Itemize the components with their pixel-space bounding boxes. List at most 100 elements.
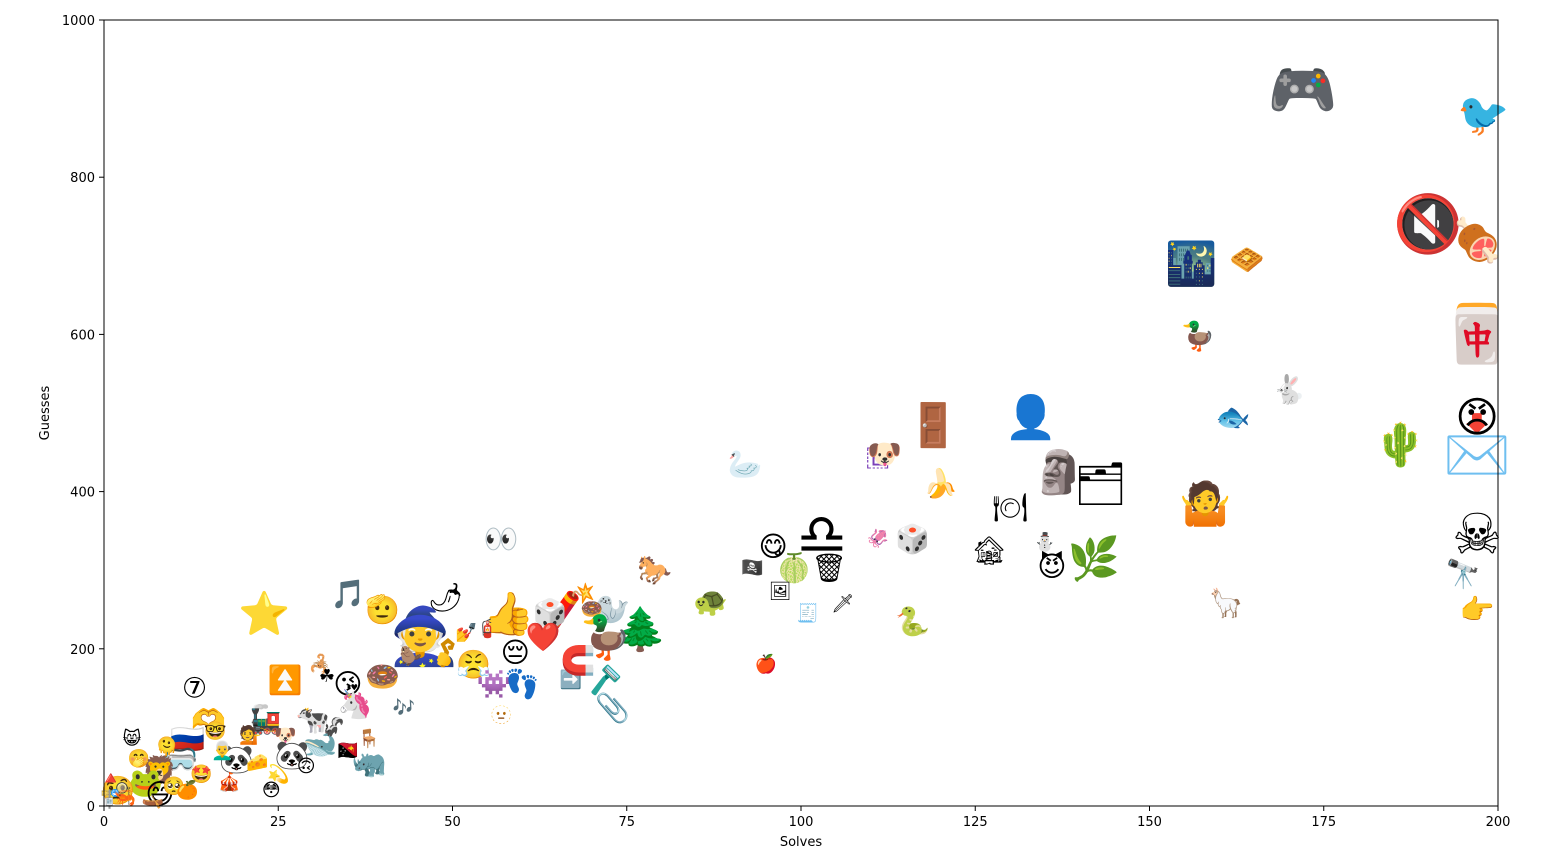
data-point: 🐸	[128, 766, 163, 799]
data-point: 🪑	[358, 728, 380, 750]
plot-background	[104, 20, 1498, 806]
data-point: 🫡	[365, 593, 400, 626]
data-point: 🚪	[907, 400, 959, 449]
data-point: 🗂	[1074, 459, 1127, 508]
x-tick-label: 125	[963, 815, 988, 830]
data-point: ⏫	[268, 664, 303, 697]
data-point: 🔺	[100, 768, 122, 789]
plot-area	[104, 20, 1498, 806]
data-point: 🧲	[561, 644, 596, 677]
data-point: 🍎	[755, 653, 777, 675]
data-point: 🍩	[581, 599, 603, 620]
data-point: ☘	[319, 666, 335, 687]
data-point: ❤️	[526, 621, 561, 654]
data-point: 🍖	[1451, 215, 1503, 267]
data-point: ♎	[797, 502, 847, 567]
y-tick-label: 200	[70, 643, 95, 658]
data-point: 😈	[1037, 550, 1066, 583]
data-point: 🎪	[218, 771, 240, 793]
data-point: 🗡	[831, 594, 854, 615]
data-point: 👤	[1005, 392, 1057, 441]
data-point: 🦄	[337, 687, 372, 720]
data-point: 🌵	[1374, 420, 1426, 469]
data-point: 🎮	[1268, 58, 1338, 123]
data-point: ➡️	[560, 669, 582, 691]
data-point: 🌲	[615, 605, 667, 654]
data-point: 😤	[456, 648, 491, 681]
data-point: 🦆	[580, 613, 632, 663]
x-tick-label: 25	[270, 815, 287, 830]
data-point: 🎵	[330, 577, 365, 610]
data-point: 🌃	[1165, 239, 1217, 288]
data-point: 👾	[477, 668, 512, 701]
data-point: 🔭	[1446, 558, 1481, 591]
data-point: ☠	[1452, 502, 1502, 567]
data-point: 💅	[455, 623, 477, 644]
data-point: 🫥	[490, 705, 512, 726]
data-point: 🧙	[390, 605, 460, 670]
data-point: 🐶	[867, 437, 902, 470]
data-point: 🤓	[204, 721, 226, 742]
y-axis-label: Guesses	[38, 385, 53, 440]
data-point: 🐢	[693, 585, 728, 618]
data-point: 📩	[1442, 412, 1512, 477]
data-point: 🦨	[323, 716, 345, 738]
data-point: 👉	[1460, 593, 1495, 626]
data-point: ⑦	[182, 672, 207, 705]
data-point: 🎲	[895, 522, 930, 555]
data-point: 🦆	[1181, 320, 1216, 353]
data-point: 📎	[595, 690, 630, 724]
x-tick-label: 75	[618, 815, 635, 830]
data-point: 🙃	[297, 756, 316, 777]
data-point: 🦙	[1209, 587, 1244, 620]
data-point: 🐼	[219, 742, 254, 775]
data-point: 👀	[484, 522, 519, 555]
data-point: 🦭	[595, 593, 630, 626]
data-point: 😸	[123, 728, 142, 750]
data-point: 🍽	[992, 491, 1028, 524]
data-point: 🍩	[365, 660, 400, 693]
data-point: 😳	[262, 780, 281, 801]
x-axis-label: Solves	[780, 835, 823, 850]
data-point: 🐍	[895, 605, 930, 638]
data-point: 🐄	[296, 703, 331, 736]
x-tick-label: 150	[1137, 815, 1162, 830]
data-point: 🎶	[392, 697, 414, 718]
data-point: 🦁	[142, 754, 177, 787]
x-tick-label: 0	[100, 815, 108, 830]
data-point: 🎲	[533, 597, 568, 630]
data-point: 🏴‍☠️	[741, 556, 763, 578]
y-tick-label: 1000	[62, 14, 95, 29]
data-point: 🐦	[1457, 90, 1509, 139]
x-tick-label: 175	[1311, 815, 1336, 830]
data-point: 🔇	[1393, 192, 1463, 257]
data-point: 🪒	[588, 664, 623, 697]
data-point: 🐟	[1216, 400, 1251, 433]
data-point: 🐶	[274, 725, 296, 746]
data-point: 🤷	[1179, 478, 1231, 528]
data-point: 🇷🇺	[170, 723, 205, 756]
data-point: 👨‍🦳	[211, 740, 233, 762]
data-point: 🗑	[811, 551, 847, 584]
y-tick-label: 800	[70, 171, 95, 186]
data-point: 😅	[145, 778, 174, 811]
data-point: 🐎	[637, 554, 672, 587]
points-layer: 🎮 🐦🔇🍖🌃 🧇🀄🦆🐇🐟🌵 📩😠🤷 ☠🔭👉🦙👤🚪🇪🐶🦢 🗿🗂🍌🍽♎ 🎲🦑😋🗑🍈🏴‍☠️🖼🏚 ⛄…	[99, 58, 1512, 811]
data-point: 🫠	[155, 735, 177, 758]
data-point: 🇪	[865, 440, 890, 473]
data-point: 🦏	[351, 746, 386, 779]
data-point: 🧇	[1230, 243, 1265, 276]
data-point: 🦫	[399, 645, 421, 667]
x-axis: 0 25 50 75 100 125 150 175 200	[100, 806, 1510, 830]
data-point: 🚏	[99, 788, 121, 810]
data-point: 🧐	[100, 774, 135, 807]
y-tick-label: 600	[70, 328, 95, 343]
data-point: 🍊	[176, 779, 200, 801]
data-point: 🇵🇬	[337, 740, 359, 762]
data-point: 🦐	[114, 788, 136, 809]
data-point: 💫	[267, 763, 289, 786]
data-point: 🥺	[162, 776, 184, 797]
data-point: 🐋	[303, 727, 338, 760]
data-point: 🀄	[1442, 302, 1512, 367]
